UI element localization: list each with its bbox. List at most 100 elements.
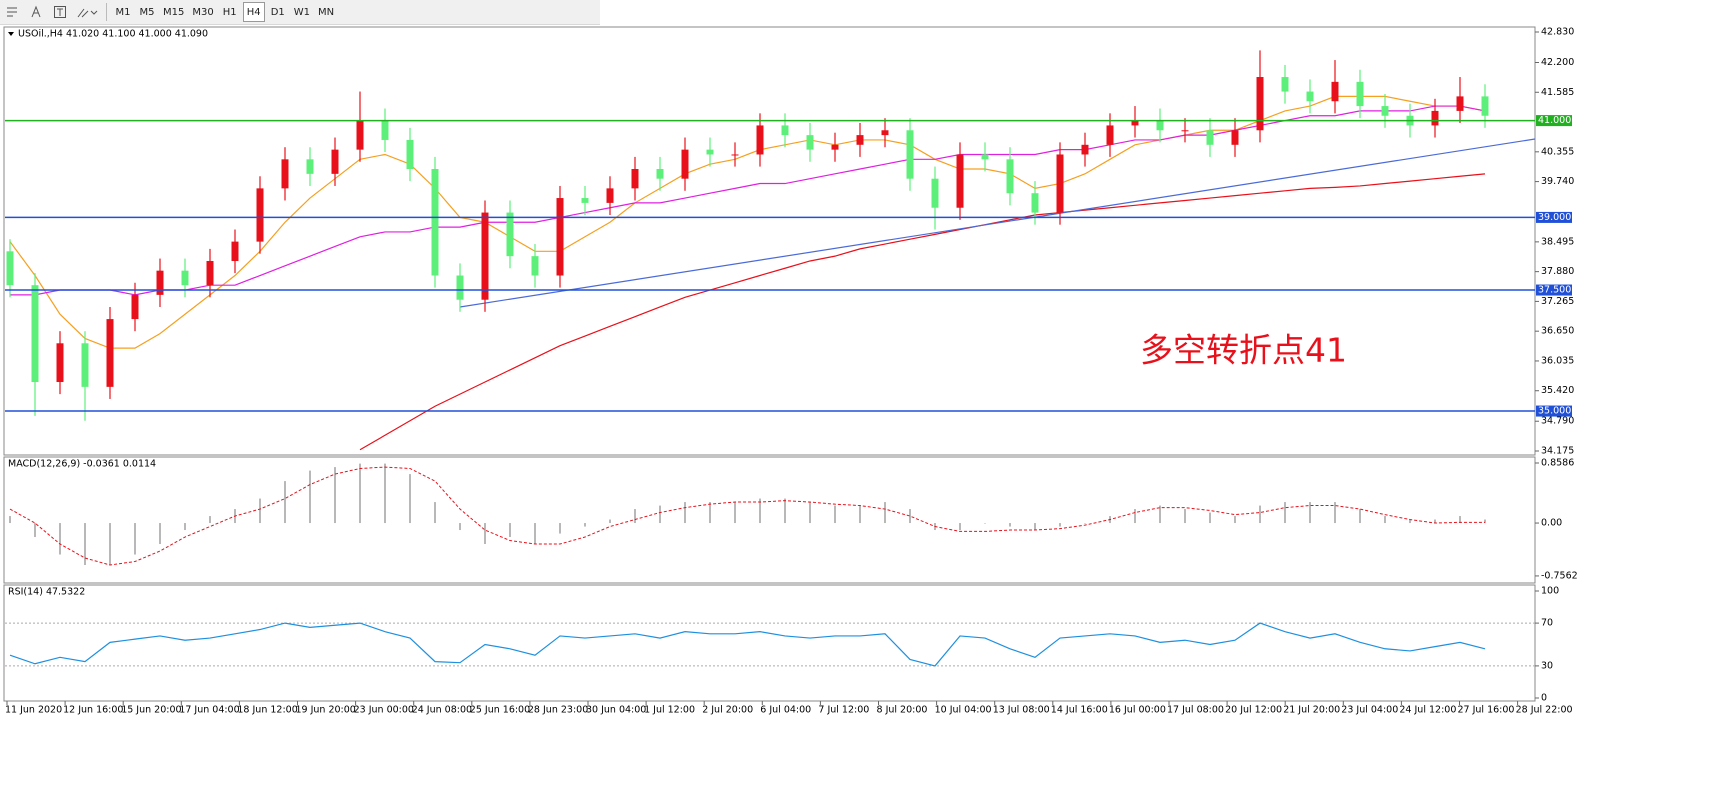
x-tick-label: 6 Jul 04:00 [760, 705, 811, 716]
candle-body [356, 120, 364, 150]
macd-bar [759, 498, 761, 524]
tool-icon[interactable] [25, 2, 47, 22]
x-tick-label: 24 Jul 12:00 [1399, 705, 1456, 716]
y-tick-label: 41.585 [1541, 87, 1574, 98]
timeframe-button[interactable]: M1 [115, 6, 131, 18]
macd-bar [484, 523, 486, 545]
panel-frame [3, 456, 1536, 584]
plot-area [9, 463, 1486, 566]
macd-bar [34, 523, 36, 538]
timeframe-button[interactable]: W1 [293, 6, 310, 18]
x-tick-label: 2 Jul 20:00 [702, 705, 753, 716]
price-label-box [1536, 284, 1572, 296]
macd-bar [84, 523, 86, 566]
macd-bar [1409, 519, 1411, 524]
y-tick-label: 34.175 [1541, 446, 1574, 457]
timeframe-button[interactable]: H4 [242, 2, 265, 22]
candle-body [1281, 77, 1289, 92]
macd-bar [1334, 502, 1336, 524]
candle-body [581, 198, 589, 203]
macd-bar [609, 519, 611, 524]
tool-icon[interactable] [1, 2, 23, 22]
macd-bar [1434, 519, 1436, 524]
x-tick-label: 20 Jul 12:00 [1225, 705, 1282, 716]
y-tick-label: 0 [1541, 693, 1547, 704]
tool-icon[interactable] [49, 2, 71, 22]
candle-body [681, 149, 689, 179]
y-tick-label: 0.00 [1541, 518, 1562, 529]
toolbar: M1 M5 M15 M30 H1 H4 D1 W1 MN [0, 0, 600, 25]
timeframe-button[interactable]: M15 [163, 6, 185, 18]
x-tick-label: 8 Jul 20:00 [877, 705, 928, 716]
macd-bar [559, 523, 561, 534]
candle-body [506, 212, 514, 257]
y-tick-label: 100 [1541, 586, 1559, 597]
icon [31, 5, 41, 18]
macd-bar [834, 505, 836, 524]
timeframe-button[interactable]: M5 [139, 6, 155, 18]
price-label-box [1536, 211, 1572, 223]
candle-body [131, 294, 139, 320]
macd-bar [209, 516, 211, 524]
candle-body [1256, 77, 1264, 131]
indicator-line [9, 95, 1486, 349]
candle-body [206, 260, 214, 286]
x-tick-label: 7 Jul 12:00 [818, 705, 869, 716]
timeframe-button[interactable]: H1 [222, 6, 237, 18]
macd-bar [1059, 523, 1061, 527]
candle-body [331, 149, 339, 174]
macd-bar [434, 502, 436, 524]
macd-bar [1309, 502, 1311, 524]
macd-bar [1209, 512, 1211, 524]
panel-frame [3, 584, 1536, 702]
timeframe-button[interactable]: MN [317, 6, 335, 18]
candle-body [956, 154, 964, 208]
x-tick-label: 14 Jul 16:00 [1051, 705, 1108, 716]
y-tick-label: 42.200 [1541, 57, 1574, 68]
timeframe-button[interactable]: M30 [192, 6, 214, 18]
macd-bar [9, 516, 11, 524]
macd-bar [1009, 523, 1011, 527]
separator [106, 3, 107, 21]
y-tick-label: 36.035 [1541, 355, 1574, 366]
candle-body [1456, 96, 1464, 111]
macd-bar [134, 523, 136, 555]
x-tick-label: 17 Jul 08:00 [1167, 705, 1224, 716]
candle-body [1431, 110, 1439, 126]
macd-bar [1384, 516, 1386, 524]
panel-title: MACD(12,26,9) -0.0361 0.0114 [8, 459, 156, 470]
macd-bar [684, 502, 686, 524]
candle-body [381, 120, 389, 140]
candle-body [631, 169, 639, 189]
x-tick-label: 1 Jul 12:00 [644, 705, 695, 716]
candle-body [831, 144, 839, 150]
candle-body [1481, 96, 1489, 116]
macd-bar [784, 498, 786, 524]
candle-body [1331, 81, 1339, 102]
x-tick-label: 24 Jun 08:00 [412, 705, 472, 716]
timeframe-button[interactable]: D1 [270, 6, 285, 18]
macd-bar [984, 523, 986, 524]
candle-body [606, 188, 614, 203]
macd-bar [109, 523, 111, 566]
x-tick-label: 23 Jul 04:00 [1341, 705, 1398, 716]
indicator-line [359, 173, 1486, 451]
x-tick-label: 10 Jul 04:00 [935, 705, 992, 716]
macd-bar [409, 474, 411, 524]
y-tick-label: 37.265 [1541, 296, 1574, 307]
candle-body [981, 154, 989, 160]
macd-bar [284, 481, 286, 524]
candle-body [81, 343, 89, 387]
timeframes: M1 M5 M15 M30 H1 H4 D1 W1 MN [111, 2, 338, 22]
tool-icon[interactable] [73, 2, 101, 22]
x-tick-label: 28 Jun 23:00 [528, 705, 588, 716]
x-tick-label: 13 Jul 08:00 [993, 705, 1050, 716]
macd-bar [859, 505, 861, 524]
candle-body [1306, 91, 1314, 102]
price-label: 41.000 [1538, 115, 1571, 126]
candle-body [481, 212, 489, 300]
candle-body [106, 319, 114, 387]
candle-body [306, 159, 314, 174]
candle-body [1181, 130, 1189, 132]
